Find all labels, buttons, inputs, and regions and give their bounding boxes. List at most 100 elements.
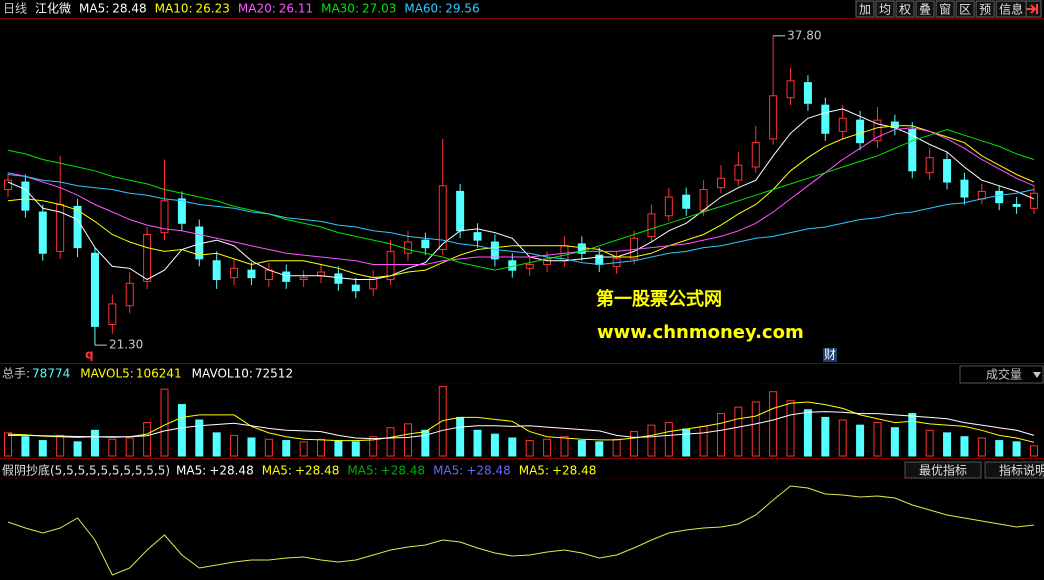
toolbar-button[interactable] (955, 0, 975, 18)
watermark: 第一股票公式网 (596, 288, 722, 310)
toolbar-button[interactable] (855, 0, 875, 18)
candle-body (21, 181, 30, 211)
volume-bar (647, 424, 656, 457)
toolbar-label[interactable]: 加 (859, 3, 871, 17)
volume-bar (960, 436, 969, 457)
candle-body (699, 189, 708, 211)
volume-bar (195, 419, 204, 457)
toolbar-label[interactable]: 均 (879, 3, 891, 17)
indicator-button-label[interactable]: 指标说明 (999, 463, 1044, 478)
candle-body (403, 241, 412, 254)
volume-bar (456, 416, 465, 457)
indicator-button[interactable] (984, 461, 1044, 479)
legend-value: +28.48 (466, 464, 510, 478)
toolbar-label[interactable]: 信息 (999, 2, 1023, 17)
volume-bar (403, 423, 412, 457)
legend-name: MA60: (404, 2, 442, 16)
toolbar-label[interactable]: 窗 (939, 3, 951, 17)
legend-name: 总手: (2, 367, 30, 381)
candle-body (108, 303, 117, 326)
volume-bar (73, 441, 82, 457)
toolbar-label[interactable]: 预 (979, 3, 991, 17)
indicator-button[interactable] (904, 461, 982, 479)
volume-bar (786, 400, 795, 457)
volume-bar (664, 422, 673, 457)
volume-bar (282, 440, 291, 457)
toolbar-button[interactable] (895, 0, 915, 18)
volume-bar (143, 422, 152, 457)
ma-line (7, 125, 1035, 279)
legend-value: 28.48 (112, 2, 146, 16)
candle-body (908, 129, 917, 172)
candle-body (873, 119, 882, 142)
toolbar-button[interactable] (875, 0, 895, 18)
legend-value: +28.48 (295, 464, 339, 478)
volume-bar (925, 429, 934, 457)
legend-value: 26.23 (196, 2, 230, 16)
candle-body (230, 267, 239, 279)
candle-body (821, 104, 830, 134)
volume-bar (108, 438, 117, 457)
annotation-label: 21.30 (109, 338, 143, 352)
legend-value: 106241 (136, 367, 182, 381)
toolbar-button[interactable] (915, 0, 935, 18)
legend-value: 26.11 (279, 2, 313, 16)
candle-body (751, 142, 760, 168)
candle-body (351, 284, 360, 292)
candle-body (473, 232, 482, 241)
candle-body (490, 241, 499, 260)
volume-bar (38, 440, 47, 457)
legend-name: MA30: (321, 2, 359, 16)
volume-bar (386, 427, 395, 457)
candle-body (264, 269, 273, 281)
volume-bar (473, 429, 482, 457)
selector-arrow[interactable] (1033, 372, 1041, 378)
volume-bar (160, 388, 169, 457)
volume-bar (212, 432, 221, 457)
volume-bar (630, 431, 639, 457)
selector-label[interactable]: 成交量 (986, 367, 1022, 382)
candle-body (786, 80, 795, 99)
candle-body (438, 185, 447, 251)
legend-value: +28.48 (209, 464, 253, 478)
selector-box[interactable] (959, 365, 1044, 384)
toolbar-button[interactable] (975, 0, 995, 18)
period-label: 日线 (3, 2, 27, 16)
volume-bar (682, 428, 691, 457)
volume-bar (838, 419, 847, 457)
candle-body (630, 237, 639, 260)
candle-body (1030, 192, 1038, 209)
volume-bar (543, 438, 552, 457)
toolbar-label[interactable]: 叠 (919, 3, 931, 17)
candle-body (421, 239, 430, 249)
volume-bar (595, 441, 604, 457)
volume-bar (299, 441, 308, 457)
toolbar-label[interactable]: 权 (899, 3, 911, 17)
volume-bar (977, 437, 986, 457)
candle-body (73, 205, 82, 249)
volume-bar (247, 437, 256, 457)
candle-body (299, 277, 308, 281)
toolbar-label[interactable]: 区 (959, 3, 971, 17)
volume-bar (734, 406, 743, 457)
annotation-label: 37.80 (787, 28, 821, 42)
volume-bar (525, 440, 534, 457)
ma-line (7, 128, 1035, 271)
candle-body (4, 179, 12, 191)
candle-body (647, 213, 656, 237)
indicator-button-label[interactable]: 最优指标 (919, 463, 967, 478)
legend-name: MA5: (79, 2, 109, 16)
candle-body (960, 179, 969, 198)
mavol-line (8, 411, 1035, 440)
volume-bar (1030, 445, 1038, 457)
ma-line (7, 174, 1035, 266)
candle-body (1012, 204, 1021, 207)
candle-body (282, 271, 291, 282)
volume-bar (821, 416, 830, 457)
legend-name: MA20: (238, 2, 276, 16)
toolbar-button[interactable] (935, 0, 955, 18)
legend-name: MA5: (347, 464, 377, 478)
candle-body (995, 190, 1004, 204)
toolbar-button[interactable] (995, 0, 1027, 18)
stock-name: 江化微 (35, 2, 71, 16)
